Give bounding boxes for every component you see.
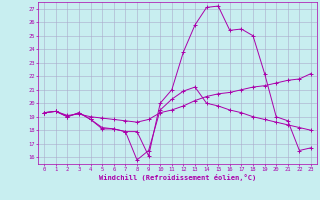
X-axis label: Windchill (Refroidissement éolien,°C): Windchill (Refroidissement éolien,°C) <box>99 174 256 181</box>
